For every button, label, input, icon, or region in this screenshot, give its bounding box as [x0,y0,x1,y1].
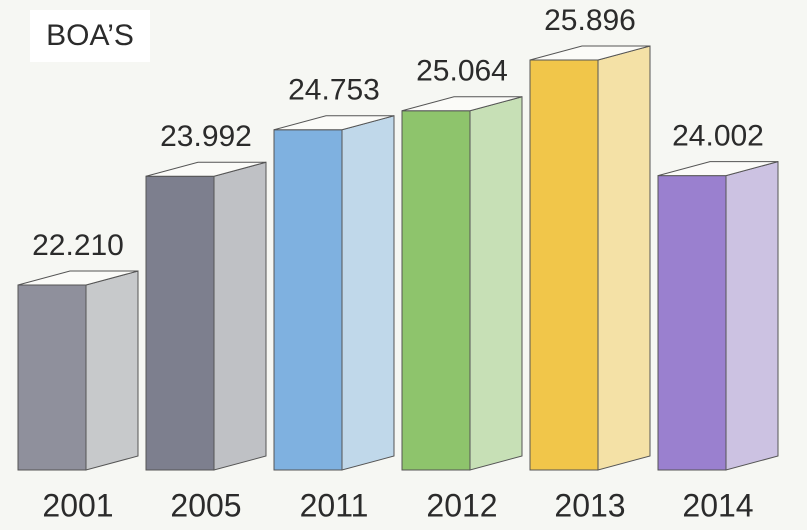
x-tick-label: 2011 [300,487,369,523]
value-label: 24.753 [288,74,380,107]
chart-title: BOA’S [46,19,134,52]
x-tick-label: 2001 [42,487,113,523]
bar-side [597,45,651,471]
bar-front [401,110,471,471]
bar-top [657,161,779,177]
x-tick-label: 2012 [426,487,497,523]
bar-top [145,161,267,177]
x-tick-label: 2013 [554,487,625,523]
bar-front [273,129,343,471]
bar-front [529,59,599,471]
bar-side [213,161,267,471]
bar-front [657,175,727,471]
x-tick-label: 2014 [682,487,753,523]
bar-top [273,115,395,131]
x-tick-label: 2005 [170,487,241,523]
bar-side [725,160,779,471]
bar-side [469,96,523,471]
bar-front [17,284,87,471]
bar-top [529,45,651,61]
title-box [30,10,150,62]
bar-top [17,270,139,286]
value-label: 25.896 [544,4,636,37]
value-label: 23.992 [160,120,252,153]
value-label: 24.002 [672,120,764,153]
bar-side [341,115,395,471]
bar-top [401,96,523,112]
bar-side [85,270,139,471]
bar-front [145,175,215,471]
value-label: 25.064 [416,55,508,88]
value-label: 22.210 [32,229,124,262]
